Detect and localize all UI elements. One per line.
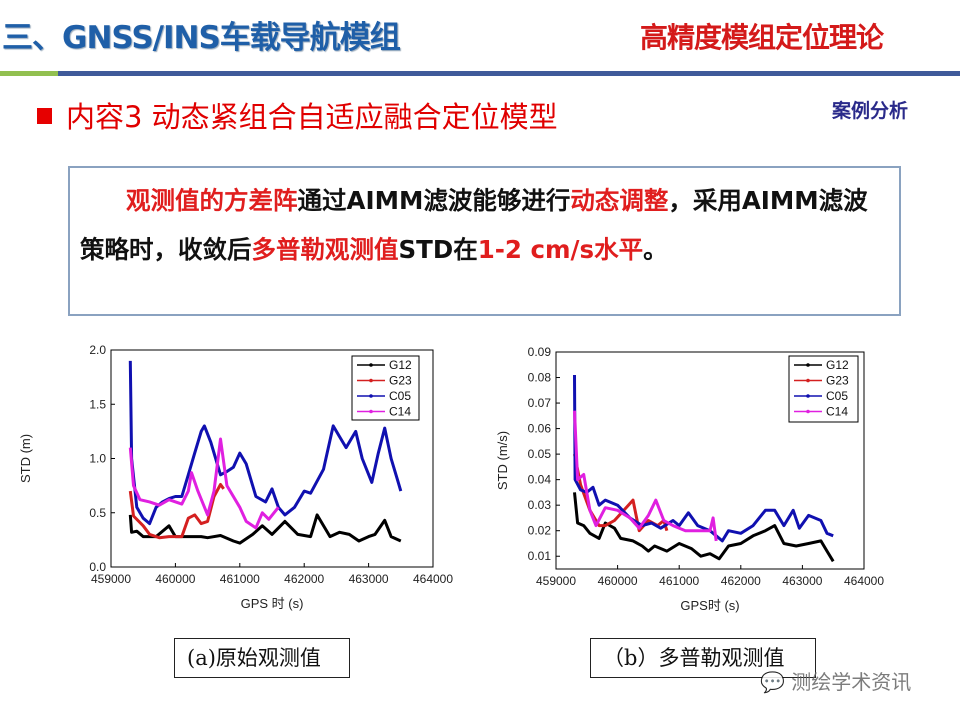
legend-marker (806, 363, 810, 367)
legend-marker (806, 394, 810, 398)
red-square-bullet-icon (37, 108, 52, 124)
x-tick-label: 464000 (844, 574, 884, 588)
legend-label: G12 (389, 358, 412, 372)
watermark: 💬 测绘学术资讯 (760, 666, 911, 695)
y-tick-label: 0.08 (528, 371, 552, 385)
legend-marker (369, 394, 373, 398)
x-tick-label: 460000 (155, 572, 195, 586)
slide-topic: 高精度模组定位理论 (640, 21, 884, 54)
y-tick-label: 1.0 (89, 452, 106, 466)
x-tick-label: 460000 (598, 574, 638, 588)
legend-box (351, 355, 420, 421)
y-axis-label: STD (m) (18, 434, 33, 483)
highlight-text: 动态调整 (570, 186, 669, 215)
wechat-icon: 💬 (760, 670, 792, 694)
y-tick-label: 0.07 (528, 396, 552, 410)
legend-marker (369, 363, 373, 367)
series-line-g12 (128, 513, 402, 545)
x-tick-label: 461000 (220, 572, 260, 586)
x-tick-label: 464000 (413, 572, 453, 586)
divider (58, 71, 960, 76)
y-tick-label: 0.09 (528, 345, 552, 359)
legend-label: C14 (389, 405, 411, 419)
legend-label: G23 (826, 374, 849, 388)
legend-marker (806, 409, 810, 414)
y-tick-label: 2.0 (89, 343, 106, 357)
highlight-text: 观测值的方差阵 (126, 186, 298, 215)
y-tick-label: 1.5 (89, 397, 106, 411)
body-text: STD在 (398, 235, 478, 264)
section-subtitle: 内容3 动态紧组合自适应融合定位模型 (66, 100, 558, 134)
watermark-text: 测绘学术资讯 (791, 670, 912, 694)
body-text: ，采用AIMM滤波策略时，收敛后 (80, 186, 868, 264)
chart-raw-observation-std: 0.0 0.5 1.0 1.5 2.0 459000 460000 461000 462000 4… (18, 343, 453, 611)
caption-b: （b）多普勒观测值 (590, 638, 816, 678)
body-text: 通过AIMM滤波能够进行 (297, 186, 571, 215)
y-tick-label: 0.05 (528, 447, 552, 461)
legend-marker (369, 378, 373, 383)
chart-doppler-observation-std: 0.01 0.02 0.03 0.04 0.05 0.06 0.07 0.08 0.09 4590… (495, 345, 884, 613)
legend-label: C14 (826, 405, 848, 419)
legend-marker (369, 409, 373, 414)
y-tick-label: 0.0 (89, 560, 106, 574)
legend-label: C05 (389, 389, 411, 403)
slide-title: 三、GNSS/INS车载导航模组 (2, 20, 401, 56)
x-tick-label: 463000 (782, 574, 822, 588)
x-tick-label: 462000 (721, 574, 761, 588)
x-tick-label: 459000 (536, 574, 576, 588)
caption-a: (a)原始观测值 (174, 638, 350, 678)
summary-textbox: 观测值的方差阵通过AIMM滤波能够进行动态调整，采用AIMM滤波策略时，收敛后多… (68, 166, 901, 316)
series-line-c14 (573, 410, 718, 542)
highlight-text: 1-2 cm/s水平 (477, 235, 644, 264)
series-line-c05 (573, 374, 834, 543)
legend-label: C05 (826, 389, 848, 403)
legend-marker (806, 378, 810, 383)
x-tick-label: 459000 (91, 572, 131, 586)
x-axis-label: GPS时 (s) (680, 598, 739, 613)
series-line-c14 (128, 437, 280, 530)
body-text: 。 (643, 235, 668, 264)
legend-label: G23 (389, 374, 412, 388)
y-tick-label: 0.5 (89, 506, 106, 520)
x-axis-label: GPS 时 (s) (241, 596, 304, 611)
y-tick-label: 0.01 (528, 549, 552, 563)
y-axis-label: STD (m/s) (495, 431, 510, 490)
x-tick-label: 461000 (659, 574, 699, 588)
y-tick-label: 0.04 (528, 473, 552, 487)
divider-accent (0, 71, 58, 76)
x-tick-label: 463000 (349, 572, 389, 586)
series-line-g12 (573, 492, 835, 563)
section-tag: 案例分析 (832, 100, 909, 122)
y-tick-label: 0.06 (528, 422, 552, 436)
legend-label: G12 (826, 358, 849, 372)
y-tick-label: 0.03 (528, 498, 552, 512)
highlight-text: 多普勒观测值 (251, 235, 399, 264)
y-tick-label: 0.02 (528, 524, 552, 538)
x-tick-label: 462000 (284, 572, 324, 586)
